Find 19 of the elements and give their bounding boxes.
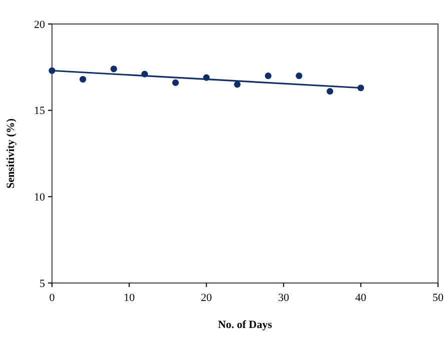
y-axis-title: Sensitivity (%) [5, 118, 17, 188]
x-tick-label: 0 [49, 292, 56, 304]
x-tick-label: 30 [278, 292, 290, 304]
point [172, 79, 179, 86]
point [326, 88, 334, 95]
x-tick-label: 20 [200, 292, 212, 304]
x-tick-label: 50 [432, 292, 444, 304]
x-tick-label: 40 [355, 292, 367, 304]
y-tick-label: 10 [34, 192, 46, 204]
point [80, 76, 86, 83]
point [264, 72, 272, 80]
x-axis-title: No. of Days [218, 319, 273, 331]
point [110, 66, 118, 72]
y-tick-label: 5 [40, 278, 46, 290]
y-tick-label: 15 [34, 105, 46, 118]
x-tick-label: 10 [124, 292, 136, 304]
point [296, 72, 302, 80]
point [234, 81, 241, 88]
y-tick-label: 20 [34, 18, 46, 31]
